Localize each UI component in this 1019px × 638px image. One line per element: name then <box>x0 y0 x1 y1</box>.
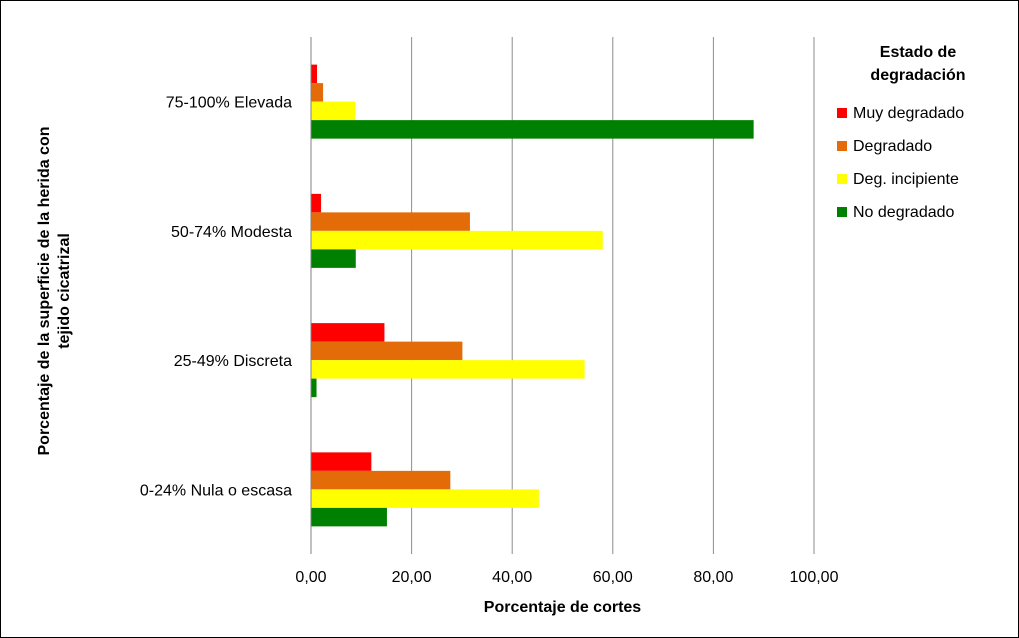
legend-label: No degradado <box>853 204 955 221</box>
category-label: 25-49% Discreta <box>174 353 292 370</box>
legend-label: Degradado <box>853 138 932 155</box>
category-label: 75-100% Elevada <box>166 95 292 112</box>
legend-item: Degradado <box>837 138 932 155</box>
category-label: 50-74% Modesta <box>171 224 292 241</box>
legend-label: Deg. incipiente <box>853 171 959 188</box>
y-axis-title-line: tejido cicatrizal <box>56 233 73 349</box>
bar <box>311 249 356 268</box>
bar <box>311 83 324 102</box>
gridlines <box>411 37 815 554</box>
legend-items: Muy degradado Degradado Deg. incipiente No … <box>837 105 964 221</box>
legend-title-line: Estado de <box>880 44 957 61</box>
category-labels: 75-100% Elevada 50-74% Modesta 25-49% Disc… <box>140 95 292 500</box>
x-axis-title: Porcentaje de cortes <box>484 599 642 616</box>
x-tick-label: 40,00 <box>492 569 532 586</box>
bar <box>311 323 385 342</box>
bar <box>311 378 317 398</box>
x-tick-label: 100,00 <box>790 569 839 586</box>
bar <box>311 507 387 527</box>
bar <box>311 470 451 490</box>
x-tick-label: 20,00 <box>392 569 432 586</box>
legend-title: Estado de degradación <box>870 44 965 84</box>
legend-item: Deg. incipiente <box>837 171 959 188</box>
bars <box>311 64 754 527</box>
bar <box>311 120 754 139</box>
bar <box>311 64 318 84</box>
x-tick-label: 60,00 <box>593 569 633 586</box>
legend-item: Muy degradado <box>837 105 964 122</box>
bar <box>311 452 372 471</box>
legend-swatch <box>837 174 847 184</box>
legend: Estado de degradación Muy degradado Degrad… <box>837 44 966 221</box>
legend-swatch <box>837 141 847 151</box>
bar <box>311 360 585 379</box>
bar <box>311 193 322 213</box>
y-axis-title: Porcentaje de la superficie de la herida… <box>36 126 73 455</box>
x-tick-label: 0,00 <box>295 569 326 586</box>
bar <box>311 489 539 508</box>
bar <box>311 341 463 361</box>
legend-title-line: degradación <box>870 67 965 84</box>
legend-swatch <box>837 108 847 118</box>
legend-swatch <box>837 207 847 217</box>
x-tick-label: 80,00 <box>693 569 733 586</box>
bar <box>311 101 356 121</box>
bar <box>311 212 470 231</box>
x-tick-labels: 0,00 20,00 40,00 60,00 80,00 100,00 <box>295 569 838 586</box>
legend-item: No degradado <box>837 204 955 221</box>
category-label: 0-24% Nula o escasa <box>140 482 292 499</box>
legend-label: Muy degradado <box>853 105 964 122</box>
bar <box>311 230 603 250</box>
y-axis-title-line: Porcentaje de la superficie de la herida… <box>36 126 53 455</box>
